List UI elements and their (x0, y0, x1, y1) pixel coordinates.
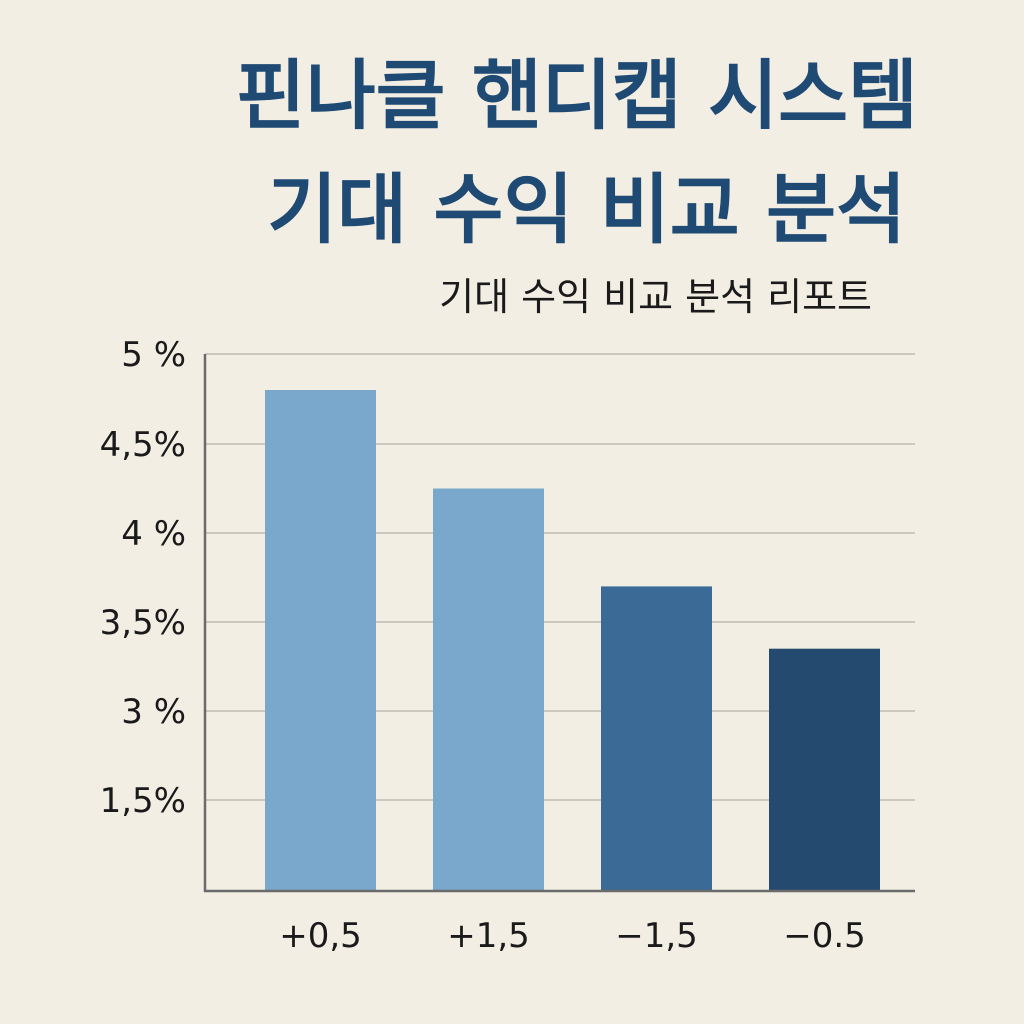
bar (601, 586, 712, 891)
y-tick-label: 1,5% (100, 781, 186, 821)
x-axis-ticks: +0,5 +1,5 −1,5 −0.5 (279, 916, 866, 956)
bar (265, 390, 376, 891)
y-tick-label: 4,5% (100, 425, 186, 465)
y-tick-label: 5 % (121, 335, 186, 375)
bars (265, 390, 880, 891)
x-tick-label: −0.5 (783, 916, 866, 956)
chart-subtitle: 기대 수익 비교 분석 리포트 (439, 275, 872, 319)
x-tick-label: +0,5 (279, 916, 362, 956)
y-tick-label: 4 % (121, 514, 186, 554)
bar (769, 648, 880, 891)
x-tick-label: +1,5 (447, 916, 530, 956)
y-axis-ticks: 5 % 4,5% 4 % 3,5% 3 % 1,5% (100, 335, 186, 821)
chart-title-line-1: 핀나클 핸디캡 시스템 (236, 51, 918, 140)
bar (433, 488, 544, 891)
y-tick-label: 3,5% (100, 603, 186, 643)
x-tick-label: −1,5 (615, 916, 698, 956)
chart-title-line-2: 기대 수익 비교 분석 (267, 165, 906, 254)
y-tick-label: 3 % (121, 692, 186, 732)
